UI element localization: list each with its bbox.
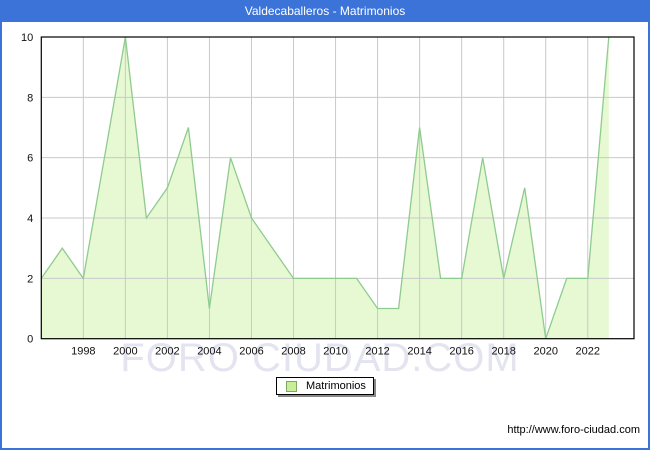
area-fill	[41, 37, 609, 339]
footer-url: http://www.foro-ciudad.com	[507, 424, 640, 436]
chart-title: Valdecaballeros - Matrimonios	[244, 4, 406, 18]
x-axis-tick-label: 2008	[281, 346, 305, 358]
x-axis-tick-label: 2014	[407, 346, 431, 358]
plot-border	[40, 36, 635, 340]
y-axis-tick-label: 8	[27, 92, 33, 104]
watermark: FORO CIUDAD.COM	[120, 336, 520, 380]
x-axis-tick-label: 2012	[365, 346, 389, 358]
y-axis-tick-label: 2	[27, 273, 33, 285]
x-axis-tick-label: 1998	[71, 346, 95, 358]
x-axis-tick-label: 2022	[576, 346, 600, 358]
legend-label: Matrimonios	[306, 380, 366, 392]
x-axis-tick-label: 2020	[533, 346, 557, 358]
x-axis-tick-label: 2010	[323, 346, 347, 358]
y-axis-tick-label: 6	[27, 153, 33, 165]
x-axis-tick-label: 2006	[239, 346, 263, 358]
title-bar: Valdecaballeros - Matrimonios	[2, 2, 648, 22]
x-axis-tick-label: 2002	[155, 346, 179, 358]
x-axis-tick-label: 2016	[449, 346, 473, 358]
x-axis-tick-label: 2018	[491, 346, 515, 358]
x-axis-tick-label: 2000	[113, 346, 137, 358]
data-line	[40, 36, 610, 339]
y-axis-tick-label: 10	[21, 32, 33, 44]
y-axis-tick-label: 4	[27, 213, 33, 225]
x-axis-tick-label: 2004	[197, 346, 221, 358]
legend: Matrimonios	[276, 377, 374, 395]
legend-swatch-icon	[286, 380, 297, 392]
y-axis-tick-label: 0	[27, 334, 33, 346]
